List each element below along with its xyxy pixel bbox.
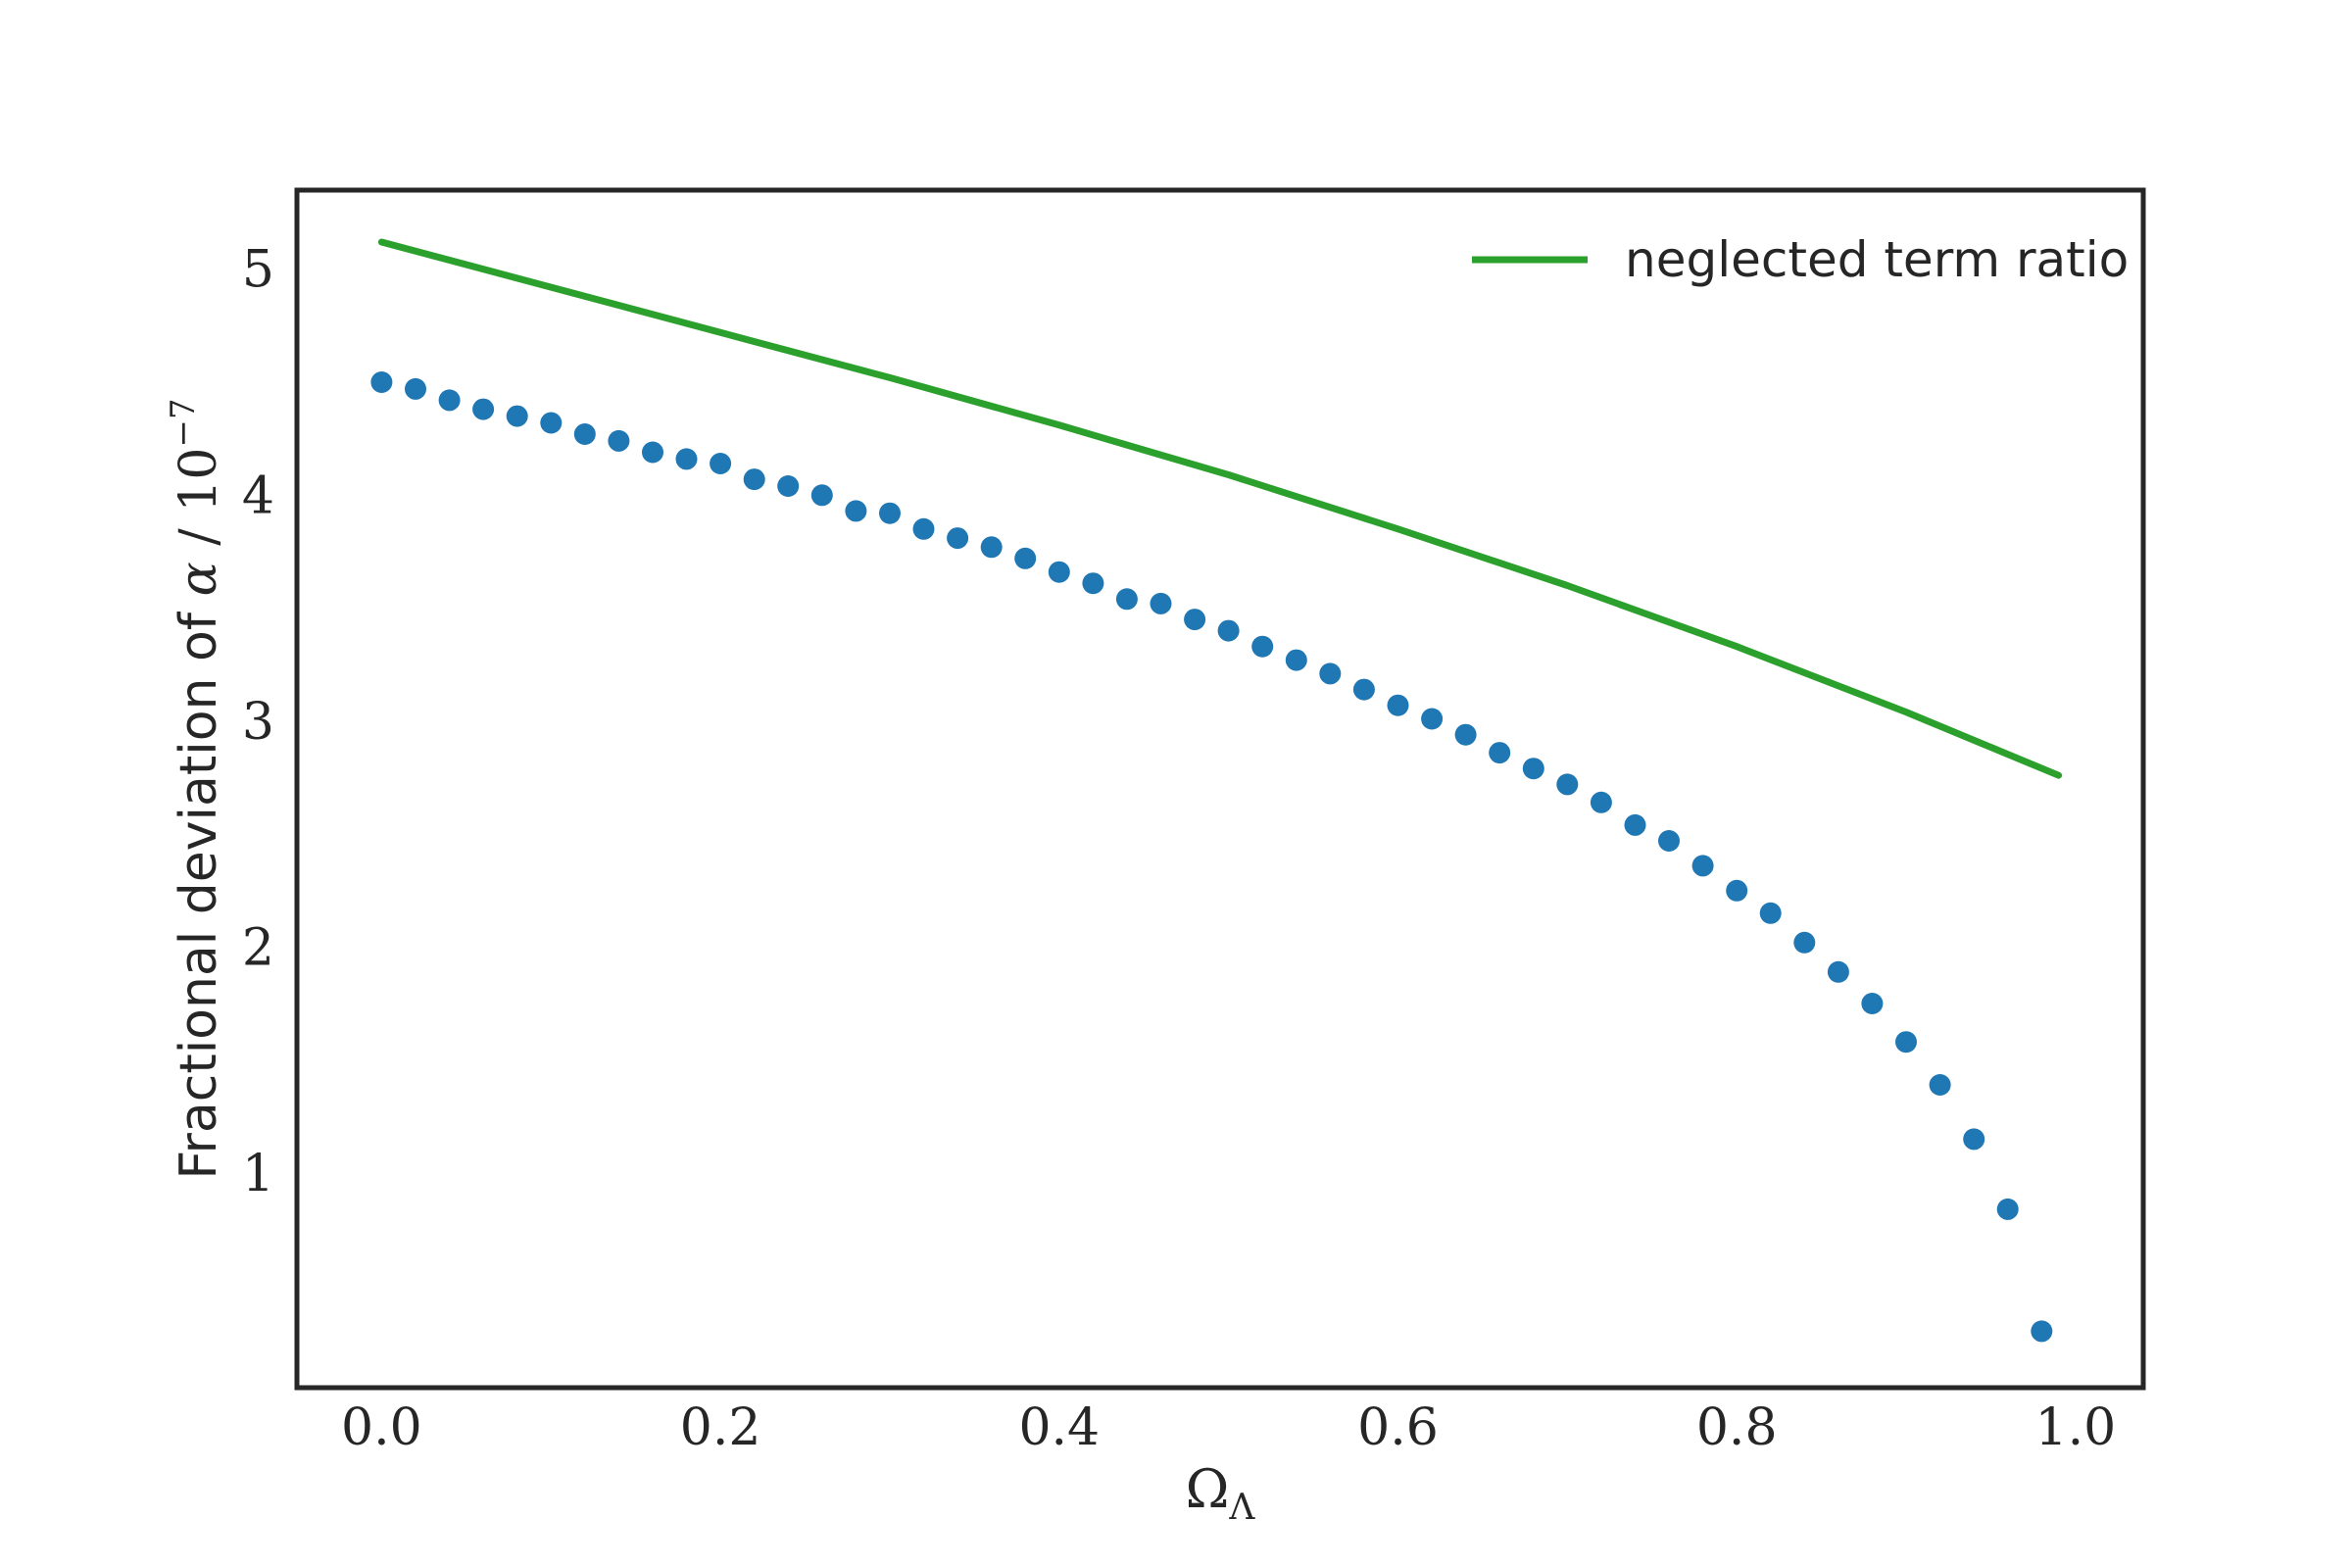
y-tick-label-1: 2 (242, 918, 274, 977)
scatter-point-6 (573, 423, 596, 445)
x-tick-labels: 0.0 0.2 0.4 0.6 0.8 1.0 (341, 1398, 2116, 1457)
scatter-point-0 (370, 371, 393, 393)
scatter-point-13 (810, 484, 833, 507)
scatter-point-46 (1929, 1074, 1951, 1096)
scatter-point-3 (472, 398, 495, 420)
plot-frame (294, 187, 2146, 1391)
scatter-point-8 (642, 441, 663, 464)
y-axis-label-exponent: −7 (164, 398, 203, 447)
x-tick-label-1: 0.2 (680, 1398, 761, 1457)
scatter-point-5 (540, 412, 563, 434)
series-line-neglected-term-ratio (377, 238, 2063, 779)
scatter-point-14 (845, 500, 867, 522)
scatter-point-1 (405, 377, 426, 400)
y-axis-label-middle: / 10 (170, 447, 228, 562)
scatter-point-9 (675, 448, 698, 470)
scatter-point-27 (1285, 649, 1307, 671)
y-tick-label-0: 1 (242, 1145, 274, 1203)
scatter-point-19 (1014, 547, 1037, 569)
x-tick-label-0: 0.0 (341, 1398, 422, 1457)
x-tick-label-3: 0.6 (1357, 1398, 1439, 1457)
scatter-point-24 (1184, 609, 1206, 631)
scatter-point-48 (1996, 1198, 2019, 1220)
scatter-point-41 (1759, 902, 1782, 924)
y-axis-label-symbol: α (170, 562, 228, 596)
scatter-point-36 (1590, 791, 1612, 813)
y-tick-labels: 1 2 3 4 5 (242, 241, 274, 1203)
scatter-point-2 (438, 389, 461, 412)
scatter-point-43 (1827, 960, 1849, 983)
scatter-point-20 (1048, 561, 1070, 583)
scatter-point-22 (1115, 588, 1138, 611)
scatter-point-29 (1352, 678, 1375, 701)
y-tick-label-2: 3 (242, 693, 274, 752)
scatter-point-11 (743, 468, 765, 491)
scatter-point-17 (947, 527, 969, 550)
scatter-point-40 (1726, 879, 1748, 902)
scatter-point-45 (1895, 1031, 1917, 1054)
x-axis-label-main: Ω (1186, 1458, 1230, 1520)
scatter-point-26 (1251, 635, 1274, 658)
scatter-point-37 (1624, 813, 1646, 836)
scatter-point-28 (1319, 662, 1342, 685)
scatter-point-18 (980, 536, 1003, 559)
y-tick-label-4: 5 (242, 241, 274, 300)
scatter-point-49 (2031, 1320, 2053, 1343)
series-layer (370, 238, 2063, 1343)
scatter-point-30 (1387, 694, 1409, 716)
legend-label: neglected term ratio (1625, 231, 2129, 288)
scatter-point-25 (1217, 619, 1240, 642)
scatter-point-21 (1082, 572, 1104, 595)
legend: neglected term ratio (1472, 231, 2129, 288)
scatter-point-16 (912, 517, 935, 540)
scatter-point-38 (1658, 830, 1680, 852)
scatter-point-35 (1556, 773, 1579, 796)
y-axis-label-prefix: Fractional deviation of (170, 596, 228, 1179)
scatter-point-10 (710, 453, 732, 474)
x-tick-label-2: 0.4 (1018, 1398, 1100, 1457)
scatter-point-31 (1421, 708, 1444, 730)
y-axis-label: Fractional deviation of α / 10−7 (164, 398, 228, 1179)
scatter-point-39 (1691, 855, 1714, 877)
scatter-point-47 (1963, 1128, 1985, 1151)
scatter-point-12 (777, 475, 800, 497)
scatter-point-23 (1150, 592, 1172, 614)
scatter-point-7 (608, 429, 630, 452)
x-tick-label-4: 0.8 (1696, 1398, 1778, 1457)
scatter-point-4 (506, 405, 528, 427)
x-axis-label-sub: Λ (1228, 1488, 1255, 1528)
scatter-point-42 (1793, 931, 1816, 954)
x-axis-label: ΩΛ (1186, 1458, 1256, 1528)
scatter-point-33 (1489, 742, 1511, 764)
y-tick-label-3: 4 (242, 466, 274, 525)
scatter-point-34 (1522, 758, 1544, 780)
scatter-point-44 (1861, 993, 1884, 1014)
scatter-point-15 (879, 502, 901, 524)
x-tick-label-5: 1.0 (2035, 1398, 2117, 1457)
scatter-point-32 (1454, 723, 1477, 746)
